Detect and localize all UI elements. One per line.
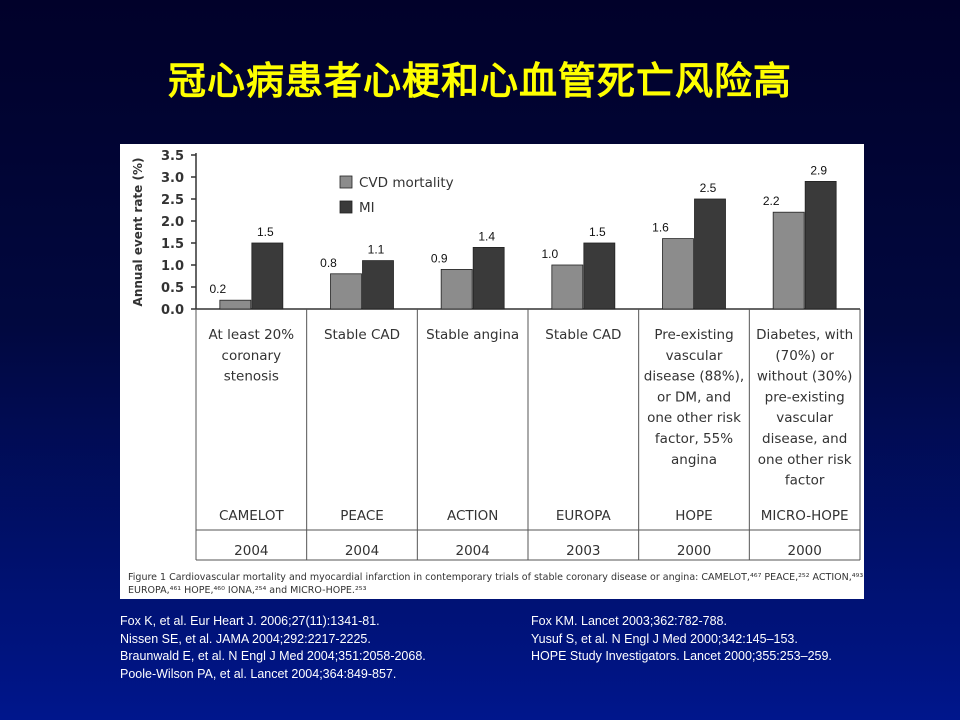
references-left: Fox K, et al. Eur Heart J. 2006;27(11):1… bbox=[120, 613, 426, 683]
y-tick-label: 2.0 bbox=[161, 215, 184, 230]
group-description: coronary bbox=[222, 348, 282, 364]
data-label: 2.5 bbox=[700, 181, 717, 195]
data-label: 1.1 bbox=[368, 243, 385, 257]
group-description: vascular bbox=[776, 410, 833, 426]
group-description: pre-existing bbox=[765, 389, 845, 405]
group-description: At least 20% bbox=[209, 327, 295, 343]
legend-label: CVD mortality bbox=[359, 175, 454, 191]
chart-figure: 0.0 0.5 1.0 1.5 2.0 2.5 3.0 3.5 Annual event rat… bbox=[120, 144, 864, 599]
data-label: 0.9 bbox=[431, 251, 448, 265]
reference-line: Fox KM. Lancet 2003;362:782-788. bbox=[531, 614, 727, 628]
trial-name: EUROPA bbox=[556, 508, 612, 524]
reference-line: Poole-Wilson PA, et al. Lancet 2004;364:… bbox=[120, 666, 397, 681]
legend-swatch bbox=[339, 200, 353, 214]
trial-name: CAMELOT bbox=[219, 508, 285, 524]
y-tick-label: 1.0 bbox=[161, 259, 184, 274]
bar-mi bbox=[583, 242, 616, 310]
y-tick-label: 1.5 bbox=[161, 237, 184, 252]
reference-line: Fox K, et al. Eur Heart J. 2006;27(11):1… bbox=[120, 614, 380, 628]
trial-name: HOPE bbox=[675, 508, 712, 524]
group-description: Stable CAD bbox=[545, 327, 621, 343]
trial-year: 2003 bbox=[566, 543, 600, 559]
bar-mi bbox=[804, 181, 837, 310]
y-tick-label: 2.5 bbox=[161, 193, 184, 208]
bar-cvd-mortality bbox=[662, 238, 694, 310]
trial-year: 2000 bbox=[787, 543, 821, 559]
bar-cvd-mortality bbox=[551, 264, 584, 310]
data-label: 1.6 bbox=[652, 221, 669, 235]
group-description: angina bbox=[671, 452, 717, 468]
trial-year: 2000 bbox=[677, 543, 711, 559]
reference-line: Yusuf S, et al. N Engl J Med 2000;342:14… bbox=[531, 631, 798, 646]
group-description: disease, and bbox=[762, 431, 847, 447]
data-label: 1.4 bbox=[478, 229, 495, 243]
y-tick-label: 0.5 bbox=[161, 281, 184, 296]
group-description: Diabetes, with bbox=[756, 327, 853, 343]
bar-chart: 0.0 0.5 1.0 1.5 2.0 2.5 3.0 3.5 Annual event rat… bbox=[128, 149, 863, 596]
reference-line: HOPE Study Investigators. Lancet 2000;35… bbox=[531, 649, 832, 663]
legend-swatch bbox=[339, 175, 353, 189]
caption-line: Figure 1 Cardiovascular mortality and my… bbox=[128, 572, 863, 583]
y-tick-label: 3.0 bbox=[161, 171, 184, 186]
slide-title: 冠心病患者心梗和心血管死亡风险高 bbox=[167, 59, 792, 103]
bar-cvd-mortality bbox=[440, 269, 473, 310]
caption-line: EUROPA,⁴⁶¹ HOPE,⁴⁶⁰ IONA,²⁵⁴ and MICRO-H… bbox=[128, 585, 367, 596]
bar-mi bbox=[251, 242, 284, 310]
data-label: 0.2 bbox=[209, 282, 226, 296]
group-description: Stable angina bbox=[426, 327, 519, 343]
group-description: stenosis bbox=[224, 369, 279, 385]
trial-name: PEACE bbox=[340, 508, 384, 524]
bar-cvd-mortality bbox=[219, 299, 252, 310]
group-description: one other risk bbox=[647, 410, 741, 426]
data-label: 2.2 bbox=[763, 194, 780, 208]
reference-line: Braunwald E, et al. N Engl J Med 2004;35… bbox=[120, 649, 426, 663]
data-label: 1.0 bbox=[541, 247, 558, 261]
data-label: 1.5 bbox=[257, 225, 274, 239]
reference-line: Nissen SE, et al. JAMA 2004;292:2217-222… bbox=[120, 631, 371, 646]
trial-name: MICRO-HOPE bbox=[761, 508, 849, 524]
references-right: Fox KM. Lancet 2003;362:782-788. Yusuf S… bbox=[531, 613, 832, 666]
data-label: 1.5 bbox=[589, 225, 606, 239]
bar-mi bbox=[472, 247, 505, 310]
group-description: factor bbox=[785, 473, 825, 489]
group-description: (70%) or bbox=[775, 348, 834, 364]
data-label: 2.9 bbox=[810, 163, 827, 177]
group-description: vascular bbox=[666, 348, 723, 364]
trial-year: 2004 bbox=[455, 543, 489, 559]
trial-year: 2004 bbox=[345, 543, 379, 559]
group-description: one other risk bbox=[758, 452, 852, 468]
data-label: 0.8 bbox=[320, 256, 337, 270]
group-description: or DM, and bbox=[657, 389, 731, 405]
group-description: Stable CAD bbox=[324, 327, 400, 343]
bar-cvd-mortality bbox=[330, 273, 362, 310]
y-tick-label: 3.5 bbox=[161, 149, 184, 164]
legend-label: MI bbox=[359, 200, 375, 216]
group-description: disease (88%), bbox=[644, 369, 744, 385]
y-tick-label: 0.0 bbox=[161, 303, 184, 318]
bar-cvd-mortality bbox=[772, 211, 805, 310]
trial-year: 2004 bbox=[234, 543, 268, 559]
trial-name: ACTION bbox=[447, 508, 498, 524]
group-description: factor, 55% bbox=[655, 431, 733, 447]
y-axis-title: Annual event rate (%) bbox=[131, 158, 145, 307]
group-description: Pre-existing bbox=[654, 327, 733, 343]
bar-mi bbox=[694, 198, 726, 310]
bar-mi bbox=[362, 260, 394, 310]
group-description: without (30%) bbox=[757, 369, 853, 385]
